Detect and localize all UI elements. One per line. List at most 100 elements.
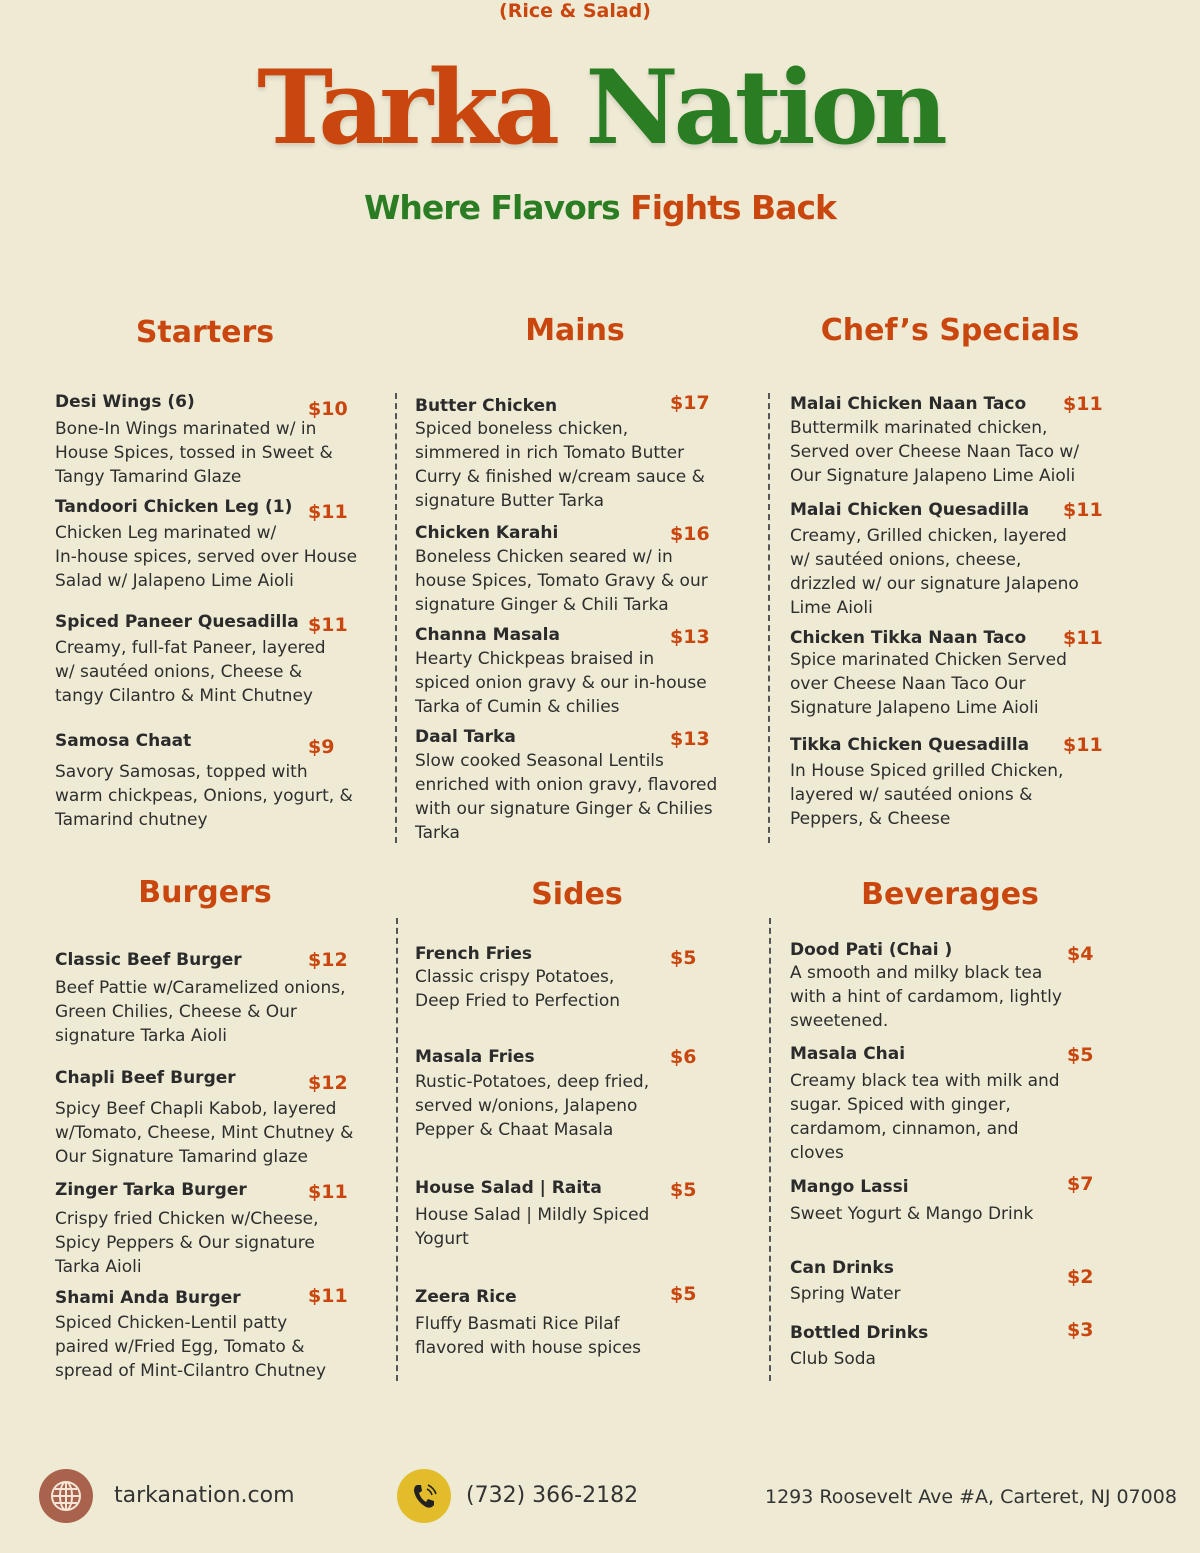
description-line: Green Chilies, Cheese & Our [55,1002,297,1022]
description-line: Tarka Aioli [55,1257,142,1277]
menu-item-name: Chicken Tikka Naan Taco [790,628,1027,648]
description-line: w/ sautéed onions, Cheese & [55,662,303,682]
menu-item-description: Slow cooked Seasonal Lentils enriched wit… [415,749,717,845]
description-line: Tarka of Cumin & chilies [415,697,620,717]
menu-item-name: Butter Chicken [415,396,558,416]
description-line: sweetened. [790,1011,889,1031]
description-line: Savory Samosas, topped with [55,762,308,782]
description-line: Spring Water [790,1284,901,1304]
phone-number[interactable]: (732) 366-2182 [466,1483,639,1508]
menu-item-description: Spiced Chicken-Lentil patty paired w/Frie… [55,1311,326,1383]
menu-item-name: Zeera Rice [415,1287,517,1307]
description-line: Lime Aioli [790,598,873,618]
description-line: Peppers, & Cheese [790,809,951,829]
menu-item-description: Creamy, full-fat Paneer, layered w/ sauté… [55,636,326,708]
section-title: Beverages [861,877,1039,912]
description-line: cardamom, cinnamon, and [790,1119,1019,1139]
description-line: Pepper & Chaat Masala [415,1120,614,1140]
menu-item-name: Mango Lassi [790,1177,909,1197]
description-line: Slow cooked Seasonal Lentils [415,751,664,771]
menu-item-name: French Fries [415,944,533,964]
menu-item-price: $2 [1067,1266,1094,1288]
description-line: Spicy Peppers & Our signature [55,1233,315,1253]
menu-item-description: Chicken Leg marinated w/In-house spices,… [55,521,357,593]
description-line: Our Signature Jalapeno Lime Aioli [790,466,1076,486]
brand-part2: Nation [585,48,947,168]
menu-item-name: Chicken Karahi [415,523,559,543]
description-line: Spiced Chicken-Lentil patty [55,1313,288,1333]
description-line: Hearty Chickpeas braised in [415,649,655,669]
menu-item-name: Channa Masala [415,625,560,645]
description-line: spread of Mint-Cilantro Chutney [55,1361,327,1381]
description-line: Classic crispy Potatoes, [415,967,615,987]
divider [768,393,770,843]
section-title: Chef’s Specials [820,313,1080,348]
menu-item-description: Sweet Yogurt & Mango Drink [790,1202,1033,1226]
menu-item-name: Malai Chicken Naan Taco [790,394,1027,414]
description-line: Buttermilk marinated chicken, [790,418,1048,438]
menu-item-name: Masala Chai [790,1044,906,1064]
description-line: drizzled w/ our signature Jalapeno [790,574,1079,594]
section-title: Starters [135,315,275,350]
description-line: Beef Pattie w/Caramelized onions, [55,978,346,998]
menu-item-price: $11 [308,1181,348,1203]
menu-item-name: House Salad | Raita [415,1178,602,1198]
menu-item-name: Malai Chicken Quesadilla [790,500,1030,520]
menu-item-price: $12 [308,1072,348,1094]
menu-item-price: $4 [1067,943,1094,965]
menu-item-description: Boneless Chicken seared w/ in house Spice… [415,545,708,617]
description-line: Chicken Leg marinated w/ [55,523,277,543]
menu-item-price: $13 [670,728,710,750]
description-line: tangy Cilantro & Mint Chutney [55,686,313,706]
description-line: house Spices, Tomato Gravy & our [415,571,708,591]
menu-item-description: Club Soda [790,1347,876,1371]
description-line: Spicy Beef Chapli Kabob, layered [55,1099,337,1119]
menu-item-description: Creamy black tea with milk and sugar. Spi… [790,1069,1060,1165]
description-line: with a hint of cardamom, lightly [790,987,1062,1007]
menu-item-name: Chapli Beef Burger [55,1068,236,1088]
menu-item-price: $5 [1067,1044,1094,1066]
description-line: A smooth and milky black tea [790,963,1043,983]
description-line: over Cheese Naan Taco Our [790,674,1026,694]
description-line: signature Tarka Aioli [55,1026,228,1046]
description-line: Salad w/ Jalapeno Lime Aioli [55,571,294,591]
description-line: Deep Fried to Perfection [415,991,621,1011]
description-line: w/ sautéed onions, cheese, [790,550,1022,570]
section-title: Mains [525,313,625,348]
description-line: Spiced boneless chicken, [415,419,629,439]
divider [396,918,398,1381]
menu-item-description: Spiced boneless chicken, simmered in rich… [415,417,705,513]
description-line: Tamarind chutney [55,810,208,830]
menu-item-description: Buttermilk marinated chicken, Served over… [790,416,1079,488]
description-line: signature Ginger & Chili Tarka [415,595,669,615]
description-line: Tangy Tamarind Glaze [55,467,242,487]
menu-item-price: $5 [670,947,697,969]
description-line: House Salad | Mildly Spiced [415,1205,650,1225]
menu-item-name: Tikka Chicken Quesadilla [790,735,1030,755]
description-line: Fluffy Basmati Rice Pilaf [415,1314,620,1334]
menu-item-price: $10 [308,398,348,420]
description-line: Crispy fried Chicken w/Cheese, [55,1209,319,1229]
menu-item-description: Bone-In Wings marinated w/ in House Spice… [55,417,333,489]
menu-item-price: $13 [670,626,710,648]
menu-item-description: Spicy Beef Chapli Kabob, layered w/Tomato… [55,1097,353,1169]
menu-item-price: $11 [1063,393,1103,415]
description-line: Creamy black tea with milk and [790,1071,1060,1091]
menu-item-description: A smooth and milky black tea with a hint … [790,961,1062,1033]
description-line: enriched with onion gravy, flavored [415,775,718,795]
website-link[interactable]: tarkanation.com [114,1483,295,1508]
description-line: Bone-In Wings marinated w/ in [55,419,317,439]
description-line: Spice marinated Chicken Served [790,650,1067,670]
menu-item-price: $6 [670,1046,697,1068]
description-line: spiced onion gravy & our in-house [415,673,707,693]
menu-item-description: Fluffy Basmati Rice Pilaf flavored with h… [415,1312,641,1360]
description-line: Signature Jalapeno Lime Aioli [790,698,1039,718]
description-line: sugar. Spiced with ginger, [790,1095,1011,1115]
menu-item-description: Rustic-Potatoes, deep fried, served w/oni… [415,1070,649,1142]
menu-item-price: $16 [670,523,710,545]
menu-item-description: Spice marinated Chicken Served over Chees… [790,648,1067,720]
menu-item-description: Hearty Chickpeas braised in spiced onion … [415,647,707,719]
menu-item-price: $12 [308,949,348,971]
phone-icon [397,1469,451,1523]
menu-item-name: Masala Fries [415,1047,535,1067]
